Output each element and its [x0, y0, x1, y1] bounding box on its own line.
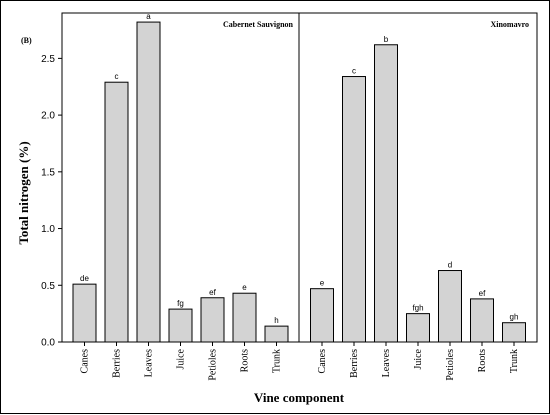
x-tick-label: Petioles: [208, 349, 219, 381]
y-axis: 0.0 0.5 1.0 1.5 2.0 2.5: [41, 54, 62, 349]
x-axis: Canes Berries Leaves Juice Petioles Roots Trun…: [80, 342, 520, 381]
y-axis-label: Total nitrogen (%): [16, 141, 31, 244]
x-tick-label: Berries: [112, 349, 123, 378]
significance-letter: gh: [510, 313, 519, 322]
plot-area: [61, 12, 538, 343]
x-axis-label: Vine component: [254, 390, 345, 405]
significance-letters: de c a fg ef e h e c b fgh d ef gh: [80, 12, 518, 325]
x-tick-label: Juice: [176, 348, 187, 369]
significance-letter: b: [384, 35, 389, 44]
x-tick-label: Roots: [477, 349, 488, 372]
x-tick-label: Canes: [80, 349, 91, 374]
bar-1-roots: [470, 298, 494, 343]
y-tick-label: 2.5: [41, 54, 55, 65]
significance-letter: de: [80, 274, 89, 283]
bar-0-juice: [168, 308, 193, 343]
bar-1-juice: [406, 313, 430, 343]
bar-0-leaves: [136, 21, 161, 343]
significance-letter: c: [115, 72, 119, 81]
bar-1-petioles: [438, 270, 462, 343]
bar-0-canes: [72, 283, 97, 343]
x-tick-label: Canes: [317, 349, 328, 374]
y-tick-label: 0.0: [41, 338, 55, 349]
x-tick-label: Roots: [240, 349, 251, 372]
panel-title-cabernet: Cabernet Sauvignon: [223, 20, 294, 29]
y-tick-label: 2.0: [41, 111, 55, 122]
x-tick-label: Leaves: [381, 349, 392, 377]
y-tick-label: 1.5: [41, 167, 55, 178]
bar-0-petioles: [200, 297, 225, 343]
bar-0-trunk: [264, 325, 289, 343]
panel-title-xinomavro: Xinomavro: [490, 20, 529, 29]
x-tick-label: Berries: [349, 349, 360, 378]
x-tick-label: Juice: [413, 348, 424, 369]
bar-0-roots: [232, 292, 257, 343]
x-tick-label: Trunk: [509, 349, 520, 373]
significance-letter: ef: [479, 289, 486, 298]
significance-letter: ef: [209, 288, 216, 297]
significance-letter: c: [352, 67, 356, 76]
bar-0-berries: [104, 81, 129, 343]
significance-letter: h: [274, 316, 278, 325]
y-tick-label: 0.5: [41, 281, 55, 292]
significance-letter: e: [320, 279, 325, 288]
significance-letter: fg: [177, 299, 184, 308]
significance-letter: e: [242, 283, 247, 292]
x-tick-label: Trunk: [272, 349, 283, 373]
bar-1-canes: [310, 288, 334, 343]
significance-letter: d: [448, 261, 452, 270]
significance-letter: a: [146, 12, 151, 21]
y-tick-label: 1.0: [41, 224, 55, 235]
x-tick-label: Petioles: [445, 349, 456, 381]
bar-1-berries: [342, 76, 366, 343]
bar-1-leaves: [374, 44, 398, 343]
bar-1-trunk: [502, 322, 526, 343]
x-tick-label: Leaves: [144, 349, 155, 377]
significance-letter: fgh: [412, 304, 423, 313]
panel-label: (B): [21, 36, 32, 45]
